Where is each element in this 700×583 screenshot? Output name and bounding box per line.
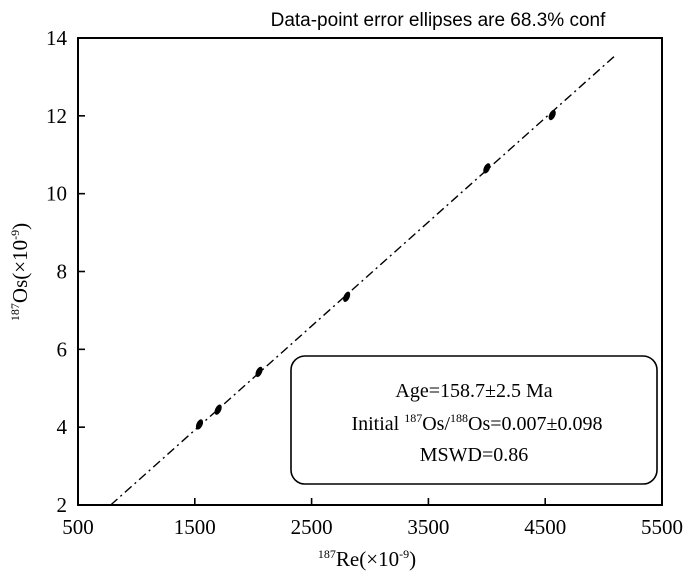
y-axis-label: 187Os(×10-9) bbox=[8, 223, 32, 321]
x-axis-label: 187Re(×10-9) bbox=[318, 547, 416, 571]
result-box bbox=[290, 355, 658, 485]
y-axis-ticks: 2 4 6 8 10 12 14 bbox=[46, 26, 85, 517]
x-tick-label: 4500 bbox=[524, 515, 566, 539]
chart-title: Data-point error ellipses are 68.3% conf bbox=[271, 10, 607, 31]
x-tick-label: 3500 bbox=[407, 515, 449, 539]
isochron-line bbox=[110, 54, 616, 506]
x-tick-label: 500 bbox=[62, 515, 94, 539]
y-tick-label: 2 bbox=[57, 493, 68, 517]
data-point bbox=[548, 109, 556, 121]
x-tick-label: 1500 bbox=[174, 515, 216, 539]
y-tick-label: 14 bbox=[46, 26, 68, 50]
x-tick-label: 2500 bbox=[291, 515, 333, 539]
data-point bbox=[255, 366, 263, 378]
y-tick-label: 6 bbox=[57, 337, 68, 361]
x-tick-label: 5500 bbox=[641, 515, 683, 539]
initial-ratio-label: Initial 187Os/188Os=0.007±0.098 bbox=[351, 411, 602, 435]
x-axis-ticks: 500 1500 2500 3500 4500 5500 bbox=[62, 498, 683, 539]
data-point bbox=[483, 163, 491, 174]
data-point bbox=[195, 419, 204, 430]
y-tick-label: 10 bbox=[46, 182, 67, 206]
mswd-label: MSWD=0.86 bbox=[420, 444, 529, 466]
y-tick-label: 12 bbox=[46, 104, 67, 128]
age-label: Age=158.7±2.5 Ma bbox=[395, 380, 552, 402]
y-tick-label: 4 bbox=[57, 415, 68, 439]
data-points bbox=[195, 109, 556, 430]
data-point bbox=[214, 404, 222, 415]
y-tick-label: 8 bbox=[57, 260, 68, 284]
data-point bbox=[343, 291, 351, 302]
